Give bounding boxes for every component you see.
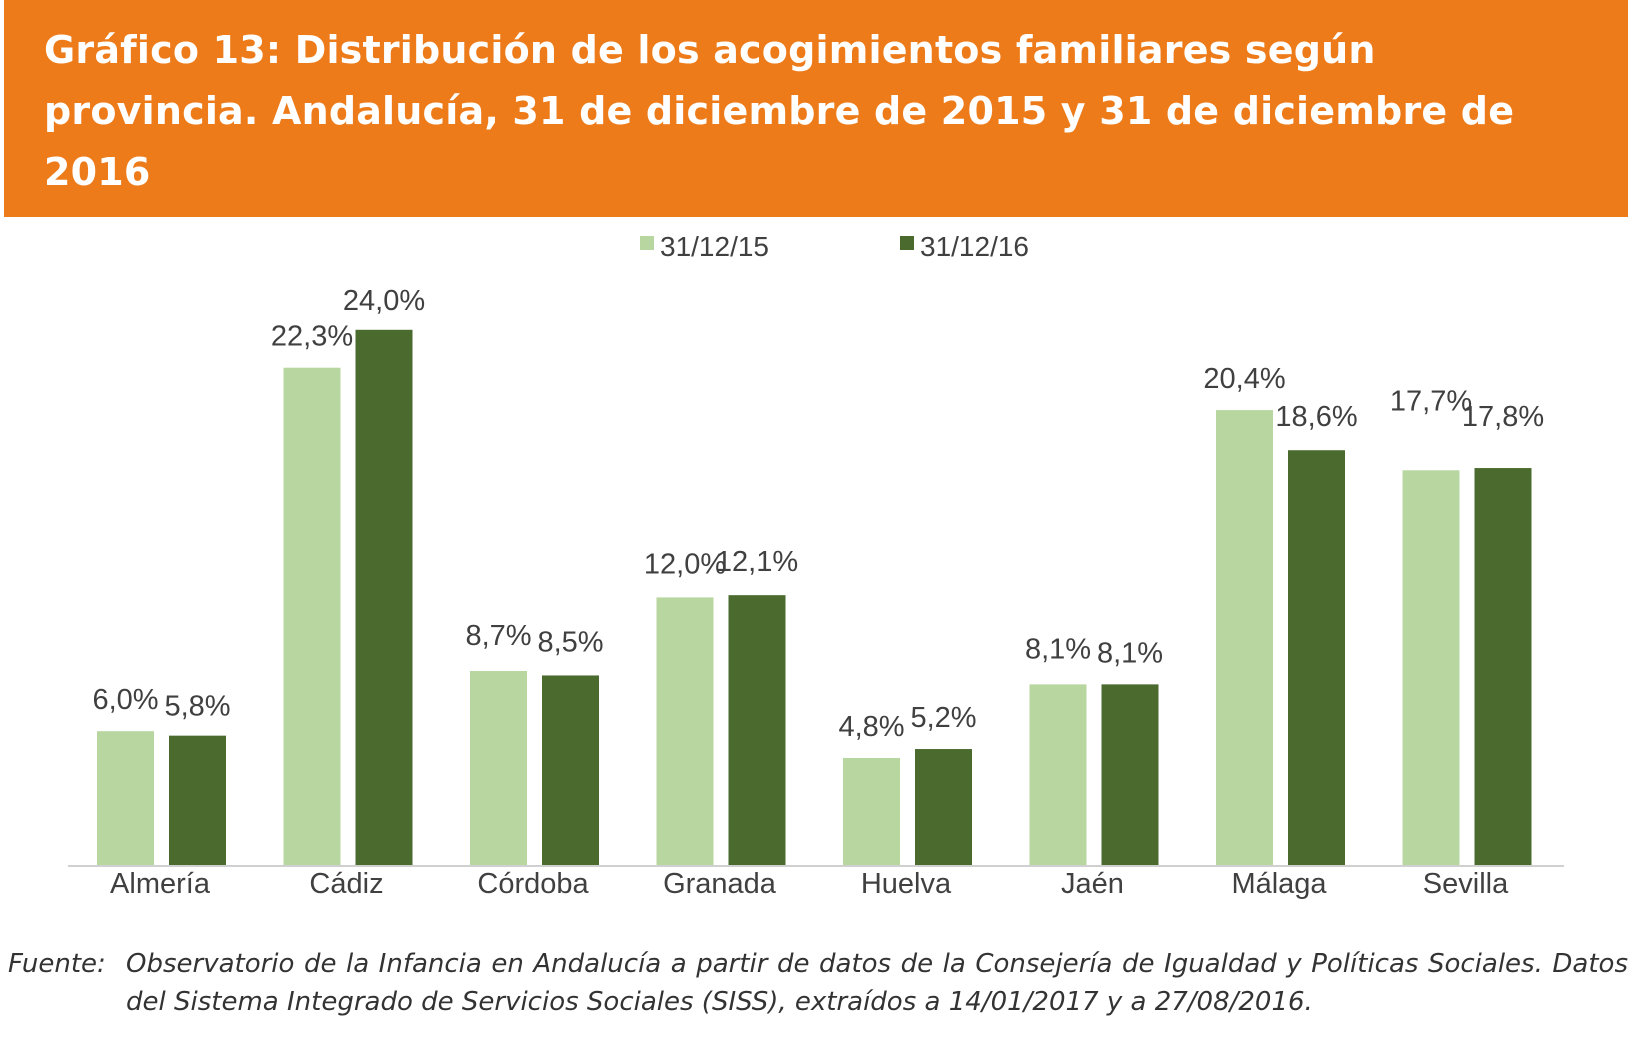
legend-swatch-2: [900, 236, 914, 250]
chart-title: Gráfico 13: Distribución de los acogimie…: [44, 28, 1515, 194]
legend-label-1: 31/12/15: [660, 231, 769, 262]
data-label: 8,1%: [1097, 637, 1163, 669]
source-label: Fuente:: [8, 949, 106, 979]
source-note: Fuente: Observatorio de la Infancia en A…: [8, 945, 1628, 1021]
legend-swatch-1: [640, 236, 654, 250]
bar-córdoba-2: [542, 675, 599, 865]
data-label: 18,6%: [1275, 401, 1357, 433]
chart-title-banner: Gráfico 13: Distribución de los acogimie…: [4, 0, 1628, 217]
data-label: 17,8%: [1462, 401, 1544, 433]
bar-granada-1: [656, 597, 714, 865]
x-tick-label: Cádiz: [309, 868, 383, 900]
legend-label-2: 31/12/16: [920, 231, 1029, 262]
bar-cádiz-1: [283, 367, 341, 865]
bar-almería-2: [169, 735, 226, 865]
bar-jaén-1: [1029, 684, 1087, 865]
data-label: 12,1%: [716, 546, 798, 578]
bar-huelva-2: [915, 749, 972, 865]
data-label: 5,8%: [164, 691, 230, 723]
data-label: 24,0%: [343, 285, 425, 317]
bar-málaga-1: [1216, 410, 1273, 865]
bar-jaén-2: [1101, 684, 1159, 865]
bar-sevilla-2: [1474, 468, 1532, 865]
bar-cádiz-2: [355, 329, 413, 865]
x-tick-label: Jaén: [1061, 868, 1124, 900]
bar-chart: 31/12/15 31/12/16 6,0% 5,8% Almería 22,3% 24,0…: [68, 231, 1564, 900]
data-label: 22,3%: [271, 321, 353, 353]
data-label: 8,5%: [537, 626, 603, 658]
source-text: Observatorio de la Infancia en Andalucía…: [126, 949, 1628, 1017]
x-tick-label: Granada: [663, 868, 777, 900]
bar-huelva-1: [843, 757, 900, 865]
bar-málaga-2: [1288, 450, 1345, 865]
bar-granada-2: [728, 595, 786, 865]
bar-almería-1: [97, 731, 154, 865]
data-label: 5,2%: [910, 702, 976, 734]
data-label: 8,7%: [465, 620, 531, 652]
data-label: 4,8%: [838, 711, 904, 743]
bar-sevilla-1: [1402, 470, 1460, 865]
x-tick-label: Sevilla: [1423, 868, 1509, 900]
data-label: 20,4%: [1203, 363, 1285, 395]
x-tick-label: Córdoba: [477, 868, 589, 900]
x-tick-label: Málaga: [1231, 868, 1327, 900]
data-label: 8,1%: [1025, 633, 1091, 665]
x-tick-label: Almería: [110, 868, 211, 900]
bar-córdoba-1: [470, 670, 527, 865]
data-label: 17,7%: [1390, 385, 1472, 417]
data-label: 6,0%: [92, 684, 158, 716]
data-label: 12,0%: [644, 548, 726, 580]
x-tick-label: Huelva: [861, 868, 952, 900]
